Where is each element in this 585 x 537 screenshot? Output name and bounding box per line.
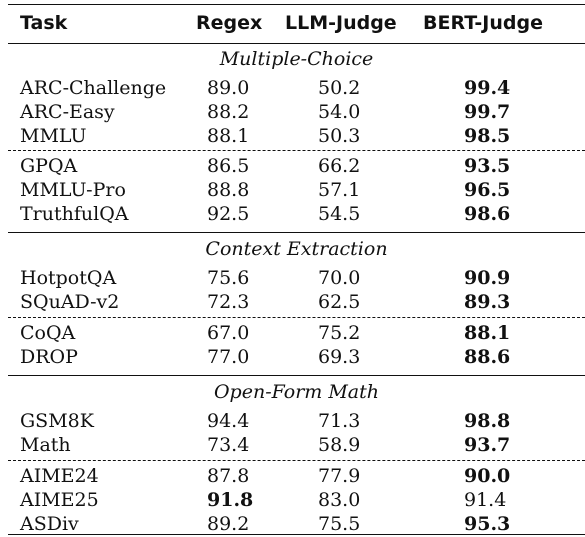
bert-judge-score: 93.7 xyxy=(464,434,511,457)
llm-judge-score: 66.2 xyxy=(318,155,361,177)
section-title: Open-Form Math xyxy=(213,381,380,403)
llm-judge-score: 54.5 xyxy=(318,203,361,226)
llm-judge-score: 54.0 xyxy=(318,101,361,124)
regex-score: 67.0 xyxy=(207,322,250,344)
task-name: Math xyxy=(20,434,71,457)
regex-score: 88.2 xyxy=(207,101,250,124)
bert-judge-score: 99.4 xyxy=(464,77,511,99)
bert-judge-score: 88.6 xyxy=(464,346,511,369)
task-name: MMLU xyxy=(20,125,87,148)
header-regex: Regex xyxy=(196,12,263,34)
regex-score: 88.8 xyxy=(207,179,250,202)
bert-judge-score: 91.4 xyxy=(464,489,507,512)
task-name: AIME25 xyxy=(20,489,99,512)
llm-judge-score: 75.5 xyxy=(318,513,361,536)
llm-judge-score: 62.5 xyxy=(318,291,361,314)
regex-score: 72.3 xyxy=(207,291,250,314)
header-bert-judge: BERT-Judge xyxy=(423,12,543,34)
task-name: ARC-Challenge xyxy=(20,77,167,99)
bert-judge-score: 96.5 xyxy=(464,179,511,202)
bert-judge-score: 88.1 xyxy=(464,322,511,344)
regex-score: 88.1 xyxy=(207,125,250,148)
header-llm-judge: LLM-Judge xyxy=(285,12,397,34)
regex-score: 73.4 xyxy=(207,434,250,457)
group-dashed-rule xyxy=(8,150,585,151)
llm-judge-score: 58.9 xyxy=(318,434,361,457)
task-name: ASDiv xyxy=(20,513,79,536)
bert-judge-score: 95.3 xyxy=(464,513,511,536)
llm-judge-score: 75.2 xyxy=(318,322,361,344)
regex-score: 89.2 xyxy=(207,513,250,536)
header-task: Task xyxy=(20,12,68,34)
section-rule xyxy=(8,375,585,376)
llm-judge-score: 50.3 xyxy=(318,125,361,148)
llm-judge-score: 50.2 xyxy=(318,77,361,99)
llm-judge-score: 77.9 xyxy=(318,465,361,487)
task-name: ARC-Easy xyxy=(20,101,115,124)
section-rule xyxy=(8,232,585,233)
llm-judge-score: 83.0 xyxy=(318,489,361,512)
bert-judge-score: 98.5 xyxy=(464,125,511,148)
llm-judge-score: 70.0 xyxy=(318,267,361,289)
bert-judge-score: 99.7 xyxy=(464,101,511,124)
regex-score: 86.5 xyxy=(207,155,250,177)
bert-judge-score: 90.9 xyxy=(464,267,511,289)
task-name: GSM8K xyxy=(20,410,94,432)
task-name: MMLU-Pro xyxy=(20,179,126,202)
bert-judge-score: 89.3 xyxy=(464,291,511,314)
regex-score: 91.8 xyxy=(207,489,254,512)
results-table: Task Regex LLM-Judge BERT-Judge Multiple… xyxy=(8,0,585,537)
regex-score: 77.0 xyxy=(207,346,250,369)
task-name: TruthfulQA xyxy=(20,203,129,226)
task-name: AIME24 xyxy=(20,465,99,487)
regex-score: 75.6 xyxy=(207,267,250,289)
bert-judge-score: 98.8 xyxy=(464,410,511,432)
header-rule xyxy=(8,43,585,44)
regex-score: 87.8 xyxy=(207,465,250,487)
task-name: HotpotQA xyxy=(20,267,117,289)
bert-judge-score: 90.0 xyxy=(464,465,511,487)
task-name: DROP xyxy=(20,346,78,369)
section-title: Multiple-Choice xyxy=(219,48,374,70)
llm-judge-score: 57.1 xyxy=(318,179,361,202)
group-dashed-rule xyxy=(8,460,585,461)
regex-score: 94.4 xyxy=(207,410,250,432)
regex-score: 89.0 xyxy=(207,77,250,99)
llm-judge-score: 69.3 xyxy=(318,346,361,369)
bert-judge-score: 98.6 xyxy=(464,203,511,226)
task-name: CoQA xyxy=(20,322,76,344)
bert-judge-score: 93.5 xyxy=(464,155,511,177)
group-dashed-rule xyxy=(8,317,585,318)
section-title: Context Extraction xyxy=(205,238,388,260)
task-name: GPQA xyxy=(20,155,78,177)
regex-score: 92.5 xyxy=(207,203,250,226)
task-name: SQuAD-v2 xyxy=(20,291,120,314)
llm-judge-score: 71.3 xyxy=(318,410,361,432)
bottom-rule xyxy=(8,534,585,535)
top-rule xyxy=(8,4,585,5)
